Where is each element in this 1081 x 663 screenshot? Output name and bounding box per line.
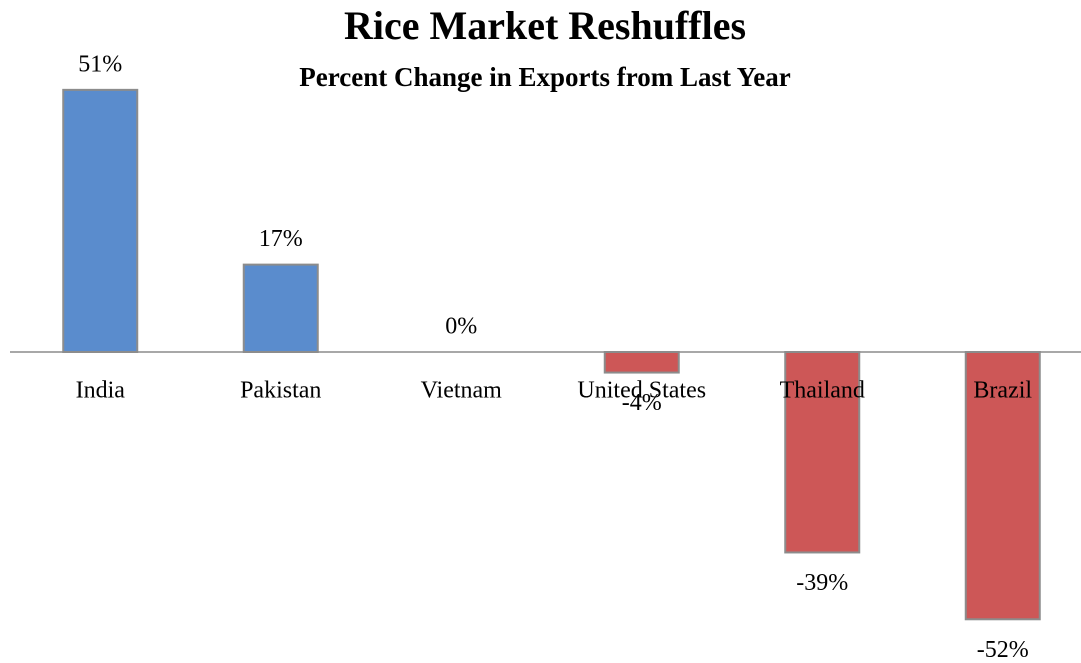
value-label: -52% (977, 637, 1029, 663)
value-label: 0% (445, 314, 477, 340)
bar (603, 351, 680, 374)
x-tick-label: Brazil (973, 378, 1032, 404)
chart-title: Rice Market Reshuffles (344, 3, 746, 48)
value-label: 17% (259, 226, 303, 252)
bar (242, 263, 319, 353)
value-label: 51% (78, 51, 122, 77)
bar (62, 88, 139, 354)
x-tick-label: Pakistan (240, 378, 321, 404)
value-label: -39% (796, 570, 848, 596)
x-tick-label: Vietnam (421, 378, 503, 404)
x-tick-label: Thailand (780, 378, 865, 404)
bar (784, 351, 861, 554)
x-tick-label: India (76, 378, 126, 404)
value-label: -4% (622, 390, 662, 416)
chart-subtitle: Percent Change in Exports from Last Year (299, 62, 790, 92)
x-tick-label: United States (577, 378, 706, 404)
